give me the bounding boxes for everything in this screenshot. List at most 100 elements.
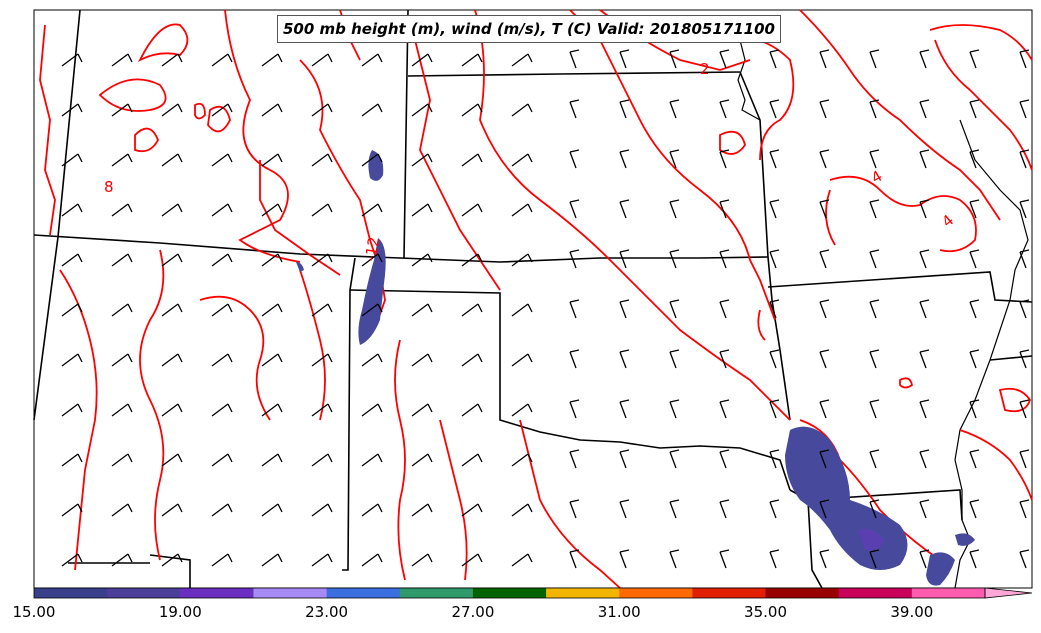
wind-barb: [161, 553, 183, 567]
wind-barb: [919, 549, 930, 569]
wind-barb: [261, 53, 283, 67]
colorbar-segment: [765, 588, 840, 598]
colorbar-tick-label: 35.00: [744, 603, 787, 621]
wind-barb: [161, 403, 183, 417]
wind-barb: [819, 549, 830, 569]
wind-barb: [211, 253, 233, 267]
wind-barb: [511, 103, 533, 117]
wind-barb: [969, 449, 980, 469]
wind-barb: [819, 199, 830, 219]
wind-barb: [511, 153, 533, 167]
wind-barb: [569, 549, 580, 569]
wind-barb: [511, 453, 533, 467]
wind-barb: [669, 499, 680, 519]
wind-barb: [819, 249, 830, 269]
wind-barb: [919, 499, 930, 519]
wind-barb: [819, 49, 830, 69]
colorbar-tick-label: 23.00: [305, 603, 349, 621]
wind-barb: [769, 449, 780, 469]
wind-barb: [719, 399, 730, 419]
wind-barb: [461, 303, 483, 317]
wind-barb: [111, 453, 133, 467]
wind-barb: [311, 203, 333, 217]
wind-barb: [111, 103, 133, 117]
wind-barb: [361, 353, 383, 367]
wind-barb: [969, 249, 980, 269]
wind-barb: [819, 499, 830, 519]
wind-barb: [461, 553, 483, 567]
wind-barb: [411, 303, 433, 317]
wind-barb: [461, 53, 483, 67]
wind-barb: [311, 103, 333, 117]
colorbar-tick-label: 15.00: [12, 603, 56, 621]
wind-barb: [869, 449, 880, 469]
wind-barb: [61, 153, 83, 167]
wind-barb: [111, 353, 133, 367]
wind-barb: [461, 203, 483, 217]
wind-barb: [569, 99, 580, 119]
wind-barb: [719, 149, 730, 169]
state-borders: [33, 9, 1033, 589]
colorbar-tick-label: 19.00: [158, 603, 202, 621]
wind-barb: [819, 149, 830, 169]
wind-barb: [461, 453, 483, 467]
wind-barb: [569, 149, 580, 169]
wind-barb: [411, 153, 433, 167]
wind-barb: [719, 549, 730, 569]
colorbar-segment: [326, 588, 401, 598]
wind-barb: [261, 303, 283, 317]
wind-barb: [511, 303, 533, 317]
wind-barb: [869, 49, 880, 69]
wind-barb: [461, 153, 483, 167]
wind-barb: [619, 399, 630, 419]
colorbar-segment: [472, 588, 547, 598]
wind-barb: [569, 449, 580, 469]
wind-barb: [111, 153, 133, 167]
colorbar-tick-label: 39.00: [890, 603, 934, 621]
wind-barb: [61, 403, 83, 417]
wind-barb: [511, 203, 533, 217]
wind-barb: [869, 99, 880, 119]
wind-barb: [969, 49, 980, 69]
wind-barb: [769, 399, 780, 419]
wind-barb: [569, 199, 580, 219]
wind-barb: [719, 249, 730, 269]
wind-barb: [919, 449, 930, 469]
wind-barb: [669, 549, 680, 569]
wind-barb: [361, 203, 383, 217]
wind-barb: [211, 503, 233, 517]
wind-barb: [819, 99, 830, 119]
wind-barb: [361, 453, 383, 467]
wind-barb: [411, 103, 433, 117]
wind-barb: [619, 49, 630, 69]
wind-barb: [211, 303, 233, 317]
wind-barb: [969, 399, 980, 419]
wind-barb: [61, 553, 83, 567]
wind-barb: [869, 349, 880, 369]
wind-barb: [211, 453, 233, 467]
wind-barb: [1019, 49, 1030, 69]
colorbar-segment: [34, 588, 108, 598]
wind-barb: [1019, 499, 1030, 519]
wind-barb: [569, 49, 580, 69]
wind-barb: [969, 549, 980, 569]
wind-barb: [61, 503, 83, 517]
wind-barb: [311, 553, 333, 567]
wind-barb: [61, 203, 83, 217]
wind-barb: [311, 53, 333, 67]
wind-barb: [669, 149, 680, 169]
wind-barb: [361, 153, 383, 167]
wind-barb: [969, 499, 980, 519]
wind-barb: [719, 299, 730, 319]
wind-barb: [1019, 399, 1030, 419]
wind-barb: [919, 299, 930, 319]
wind-barb: [569, 349, 580, 369]
wind-barb: [261, 403, 283, 417]
wind-barb: [669, 199, 680, 219]
wind-barb: [769, 299, 780, 319]
wind-barb: [1019, 249, 1030, 269]
wind-barb: [719, 349, 730, 369]
wind-barb: [261, 553, 283, 567]
wind-barb: [411, 503, 433, 517]
wind-barb: [569, 399, 580, 419]
